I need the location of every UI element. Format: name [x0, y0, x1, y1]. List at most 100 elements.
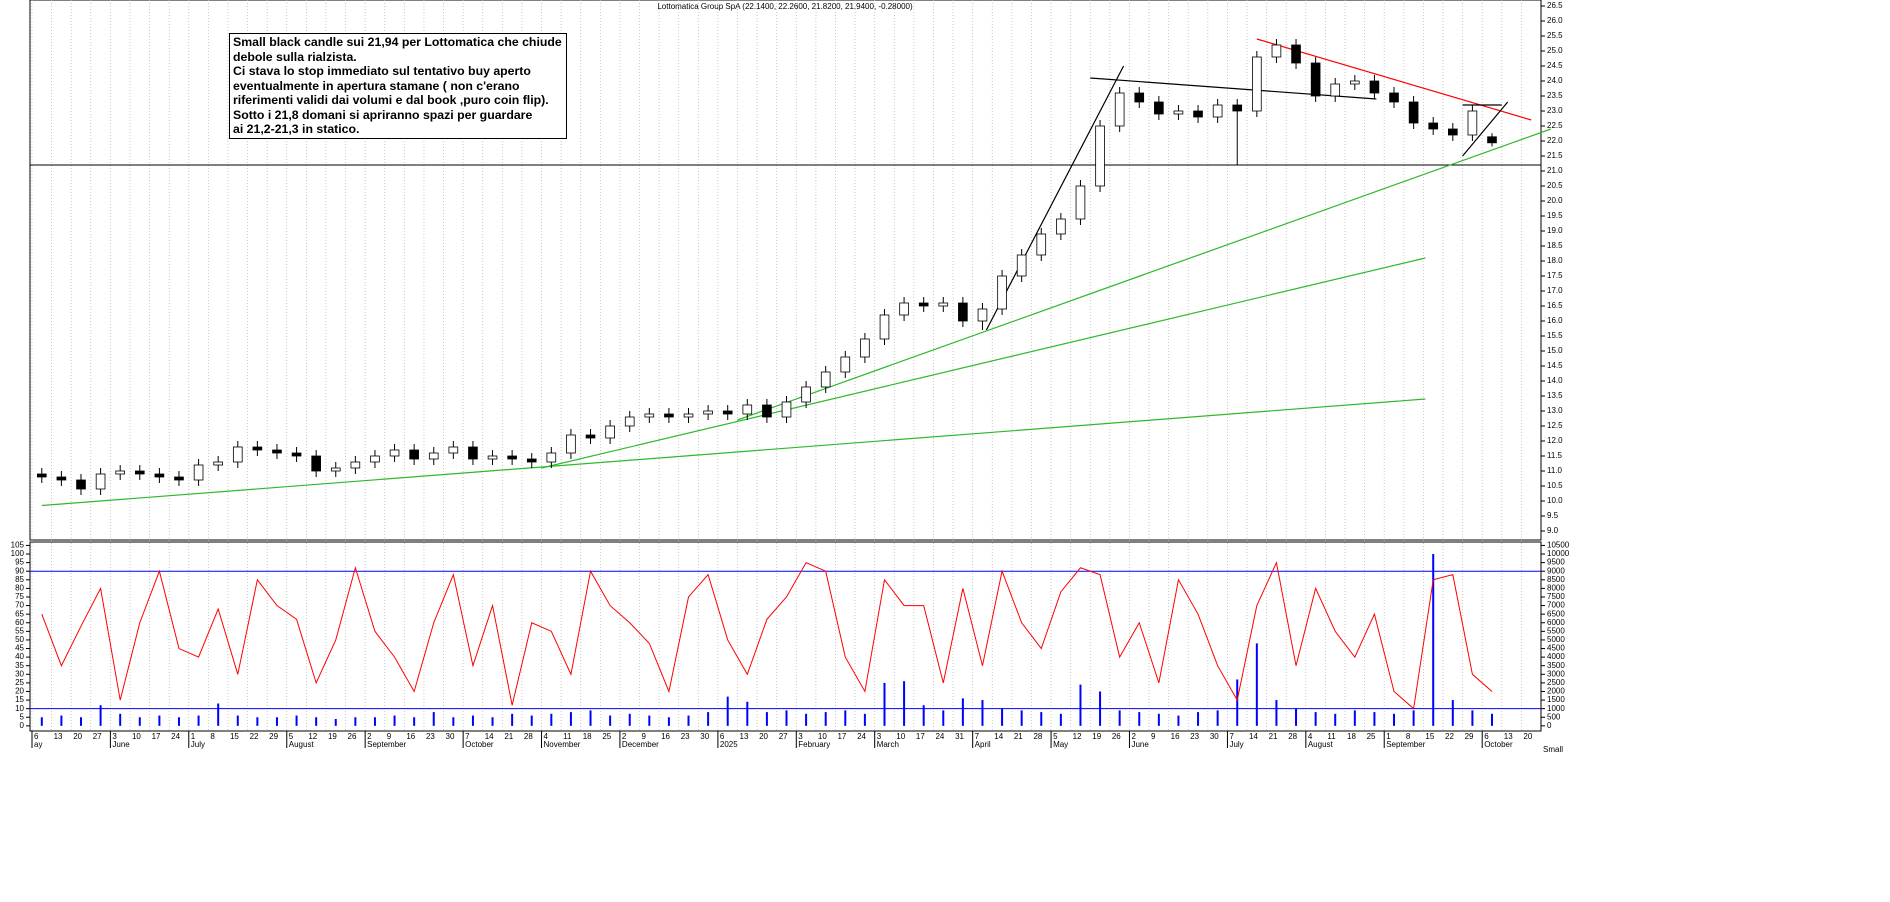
month-label: September	[1386, 740, 1425, 749]
candle-body	[566, 434, 576, 454]
annotation-line: Small black candle sui 21,94 per Lottoma…	[233, 35, 562, 49]
volume-bar	[1040, 712, 1043, 726]
candle-body	[174, 476, 184, 481]
volume-bar	[687, 715, 690, 726]
chart-title: Lottomatica Group SpA (22.1400, 22.2600,…	[657, 2, 913, 11]
candle-body	[389, 449, 400, 457]
month-label: July	[1229, 740, 1243, 749]
candle-body	[428, 452, 439, 460]
candle-body	[742, 404, 753, 415]
candle-body	[526, 458, 537, 463]
x-tick-label: 23	[681, 732, 690, 741]
x-tick-label: 21	[1269, 732, 1278, 741]
y-tick-label: 19.5	[1547, 211, 1563, 220]
volume-bar	[1138, 712, 1141, 726]
candle-body	[624, 416, 635, 427]
y2-tick-label: 1500	[1547, 695, 1565, 704]
trendline	[41, 398, 1426, 507]
x-tick-label: 19	[1092, 732, 1101, 741]
x-tick-label: 11	[1327, 732, 1336, 741]
y2-tick-label: 6500	[1547, 609, 1565, 618]
volume-bar	[569, 712, 572, 726]
candle-body	[1095, 125, 1105, 187]
volume-bar	[1451, 700, 1454, 726]
candle-body	[193, 464, 204, 481]
trendline	[541, 257, 1426, 469]
candle-body	[703, 410, 713, 415]
month-label: June	[112, 740, 130, 749]
y-tick-label: 25	[15, 678, 24, 687]
month-label: August	[1308, 740, 1334, 749]
candle-body	[350, 461, 361, 469]
y-tick-label: 17.0	[1547, 286, 1563, 295]
trendline	[1256, 38, 1532, 121]
x-tick-label: 15	[1425, 732, 1434, 741]
y-tick-label: 15.0	[1547, 346, 1563, 355]
x-tick-label: 17	[837, 732, 846, 741]
y-tick-label: 85	[15, 575, 24, 584]
volume-bar	[1255, 643, 1258, 726]
x-tick-label: 23	[1190, 732, 1199, 741]
y-tick-label: 12.5	[1547, 421, 1563, 430]
candle-body	[1154, 101, 1164, 115]
month-label: June	[1131, 740, 1149, 749]
x-tick-label: 16	[661, 732, 670, 741]
volume-bar	[413, 717, 416, 726]
volume-bar	[511, 713, 514, 726]
annotation-line: Ci stava lo stop immediato sul tentativo…	[233, 64, 531, 78]
candle-body	[1193, 110, 1203, 118]
y-tick-label: 17.5	[1547, 271, 1563, 280]
y-tick-label: 45	[15, 644, 24, 653]
y2-tick-label: 500	[1547, 712, 1561, 721]
x-tick-label: 4	[1308, 732, 1313, 741]
trendline	[985, 65, 1125, 331]
candle-body	[272, 449, 282, 454]
y-tick-label: 10.5	[1547, 481, 1563, 490]
month-label: October	[465, 740, 494, 749]
y-tick-label: 16.0	[1547, 316, 1563, 325]
volume-bar	[60, 715, 63, 726]
y2-tick-label: 1000	[1547, 704, 1565, 713]
candle-body	[1487, 136, 1497, 144]
y-tick-label: 100	[11, 549, 25, 558]
x-tick-label: 3	[112, 732, 117, 741]
y-tick-label: 65	[15, 609, 24, 618]
x-tick-label: 18	[583, 732, 592, 741]
month-label: October	[1484, 740, 1513, 749]
month-label: February	[798, 740, 830, 749]
x-tick-label: 7	[975, 732, 980, 741]
y-tick-label: 75	[15, 592, 24, 601]
candle-body	[1330, 83, 1341, 97]
y-tick-label: 14.5	[1547, 361, 1563, 370]
volume-bar	[1059, 713, 1062, 726]
x-tick-label: 9	[387, 732, 392, 741]
x-tick-label: 10	[896, 732, 905, 741]
annotation-line: Sotto i 21,8 domani si apriranno spazi p…	[233, 107, 533, 122]
x-tick-label: 9	[1151, 732, 1156, 741]
volume-bar	[177, 717, 180, 726]
volume-bar	[138, 717, 141, 726]
y-tick-label: 60	[15, 618, 24, 627]
volume-bar	[40, 717, 43, 726]
x-tick-label: 1	[191, 732, 196, 741]
volume-bar	[589, 710, 592, 726]
month-label: July	[191, 740, 205, 749]
y2-tick-label: 9500	[1547, 558, 1565, 567]
volume-bar	[1393, 713, 1396, 726]
x-tick-label: 9	[642, 732, 647, 741]
x-tick-label: 12	[1073, 732, 1082, 741]
candle-body	[801, 386, 811, 403]
y2-tick-label: 7500	[1547, 592, 1565, 601]
volume-bar	[1275, 700, 1278, 726]
volume-bar	[1157, 713, 1160, 726]
y2-tick-label: 6000	[1547, 618, 1565, 627]
y-tick-label: 12.0	[1547, 436, 1563, 445]
volume-bar	[295, 715, 298, 726]
x-tick-label: 5	[289, 732, 294, 741]
volume-bar	[922, 705, 925, 726]
annotation-line: ai 21,2-21,3 in statico.	[233, 122, 360, 136]
y2-tick-label: 8000	[1547, 584, 1565, 593]
y-tick-label: 18.5	[1547, 241, 1563, 250]
x-tick-label: 1	[1386, 732, 1391, 741]
